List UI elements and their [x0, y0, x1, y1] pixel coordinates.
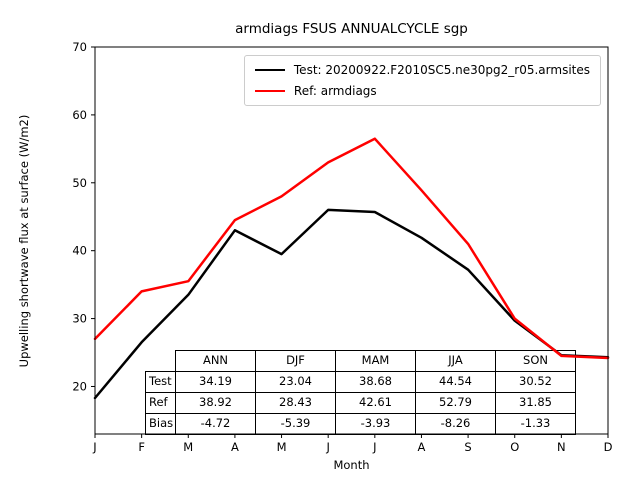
table-header-mam: MAM — [335, 350, 416, 372]
x-tick-label: N — [557, 440, 566, 454]
legend-line-ref-icon — [254, 90, 285, 92]
x-tick-label: S — [464, 440, 471, 454]
table-cell: 52.79 — [415, 392, 496, 414]
x-tick-label: J — [372, 440, 376, 454]
series-line-ref — [93, 137, 610, 360]
legend-item-ref: Ref: armdiags — [254, 84, 590, 98]
table-rowlabel-test: Test — [145, 371, 176, 393]
chart-title: armdiags FSUS ANNUALCYCLE sgp — [235, 21, 468, 37]
table-header-jja: JJA — [415, 350, 496, 372]
table-cell: 44.54 — [415, 371, 496, 393]
table-header-djf: DJF — [255, 350, 336, 372]
y-tick-label: 30 — [72, 312, 87, 326]
x-tick-label: F — [138, 440, 145, 454]
y-axis-label: Upwelling shortwave flux at surface (W/m… — [17, 114, 31, 368]
y-tick-label: 50 — [72, 176, 87, 190]
legend-label-ref: Ref: armdiags — [293, 84, 377, 98]
table-cell: -3.93 — [335, 413, 416, 435]
x-tick-label: J — [325, 440, 329, 454]
legend-line-test-icon — [254, 69, 285, 71]
x-tick-label: J — [92, 440, 96, 454]
x-tick-label: M — [277, 440, 287, 454]
x-axis-label: Month — [333, 458, 370, 472]
x-tick-label: O — [510, 440, 519, 454]
legend: Test: 20200922.F2010SC5.ne30pg2_r05.arms… — [243, 55, 601, 106]
legend-label-test: Test: 20200922.F2010SC5.ne30pg2_r05.arms… — [293, 63, 590, 77]
x-tick-label: D — [604, 440, 613, 454]
table-cell: 34.19 — [175, 371, 256, 393]
table-cell: 28.43 — [255, 392, 336, 414]
x-tick-label: M — [183, 440, 193, 454]
table-cell: -4.72 — [175, 413, 256, 435]
table-rowlabel-ref: Ref — [145, 392, 176, 414]
y-tick-label: 40 — [72, 244, 87, 258]
table-cell: -1.33 — [495, 413, 576, 435]
table-cell: -5.39 — [255, 413, 336, 435]
table-header-ann: ANN — [175, 350, 256, 372]
table-rowlabel-bias: Bias — [145, 413, 176, 435]
table-cell: 38.92 — [175, 392, 256, 414]
table-cell: -8.26 — [415, 413, 496, 435]
y-tick-label: 20 — [72, 379, 87, 393]
table-header-son: SON — [495, 350, 576, 372]
table-cell: 31.85 — [495, 392, 576, 414]
table-cell: 23.04 — [255, 371, 336, 393]
table-cell: 30.52 — [495, 371, 576, 393]
x-tick-label: A — [418, 440, 426, 454]
x-tick-label: A — [231, 440, 239, 454]
table-cell: 42.61 — [335, 392, 416, 414]
legend-item-test: Test: 20200922.F2010SC5.ne30pg2_r05.arms… — [254, 63, 590, 77]
table-cell: 38.68 — [335, 371, 416, 393]
y-tick-label: 70 — [72, 40, 87, 54]
y-tick-label: 60 — [72, 108, 87, 122]
